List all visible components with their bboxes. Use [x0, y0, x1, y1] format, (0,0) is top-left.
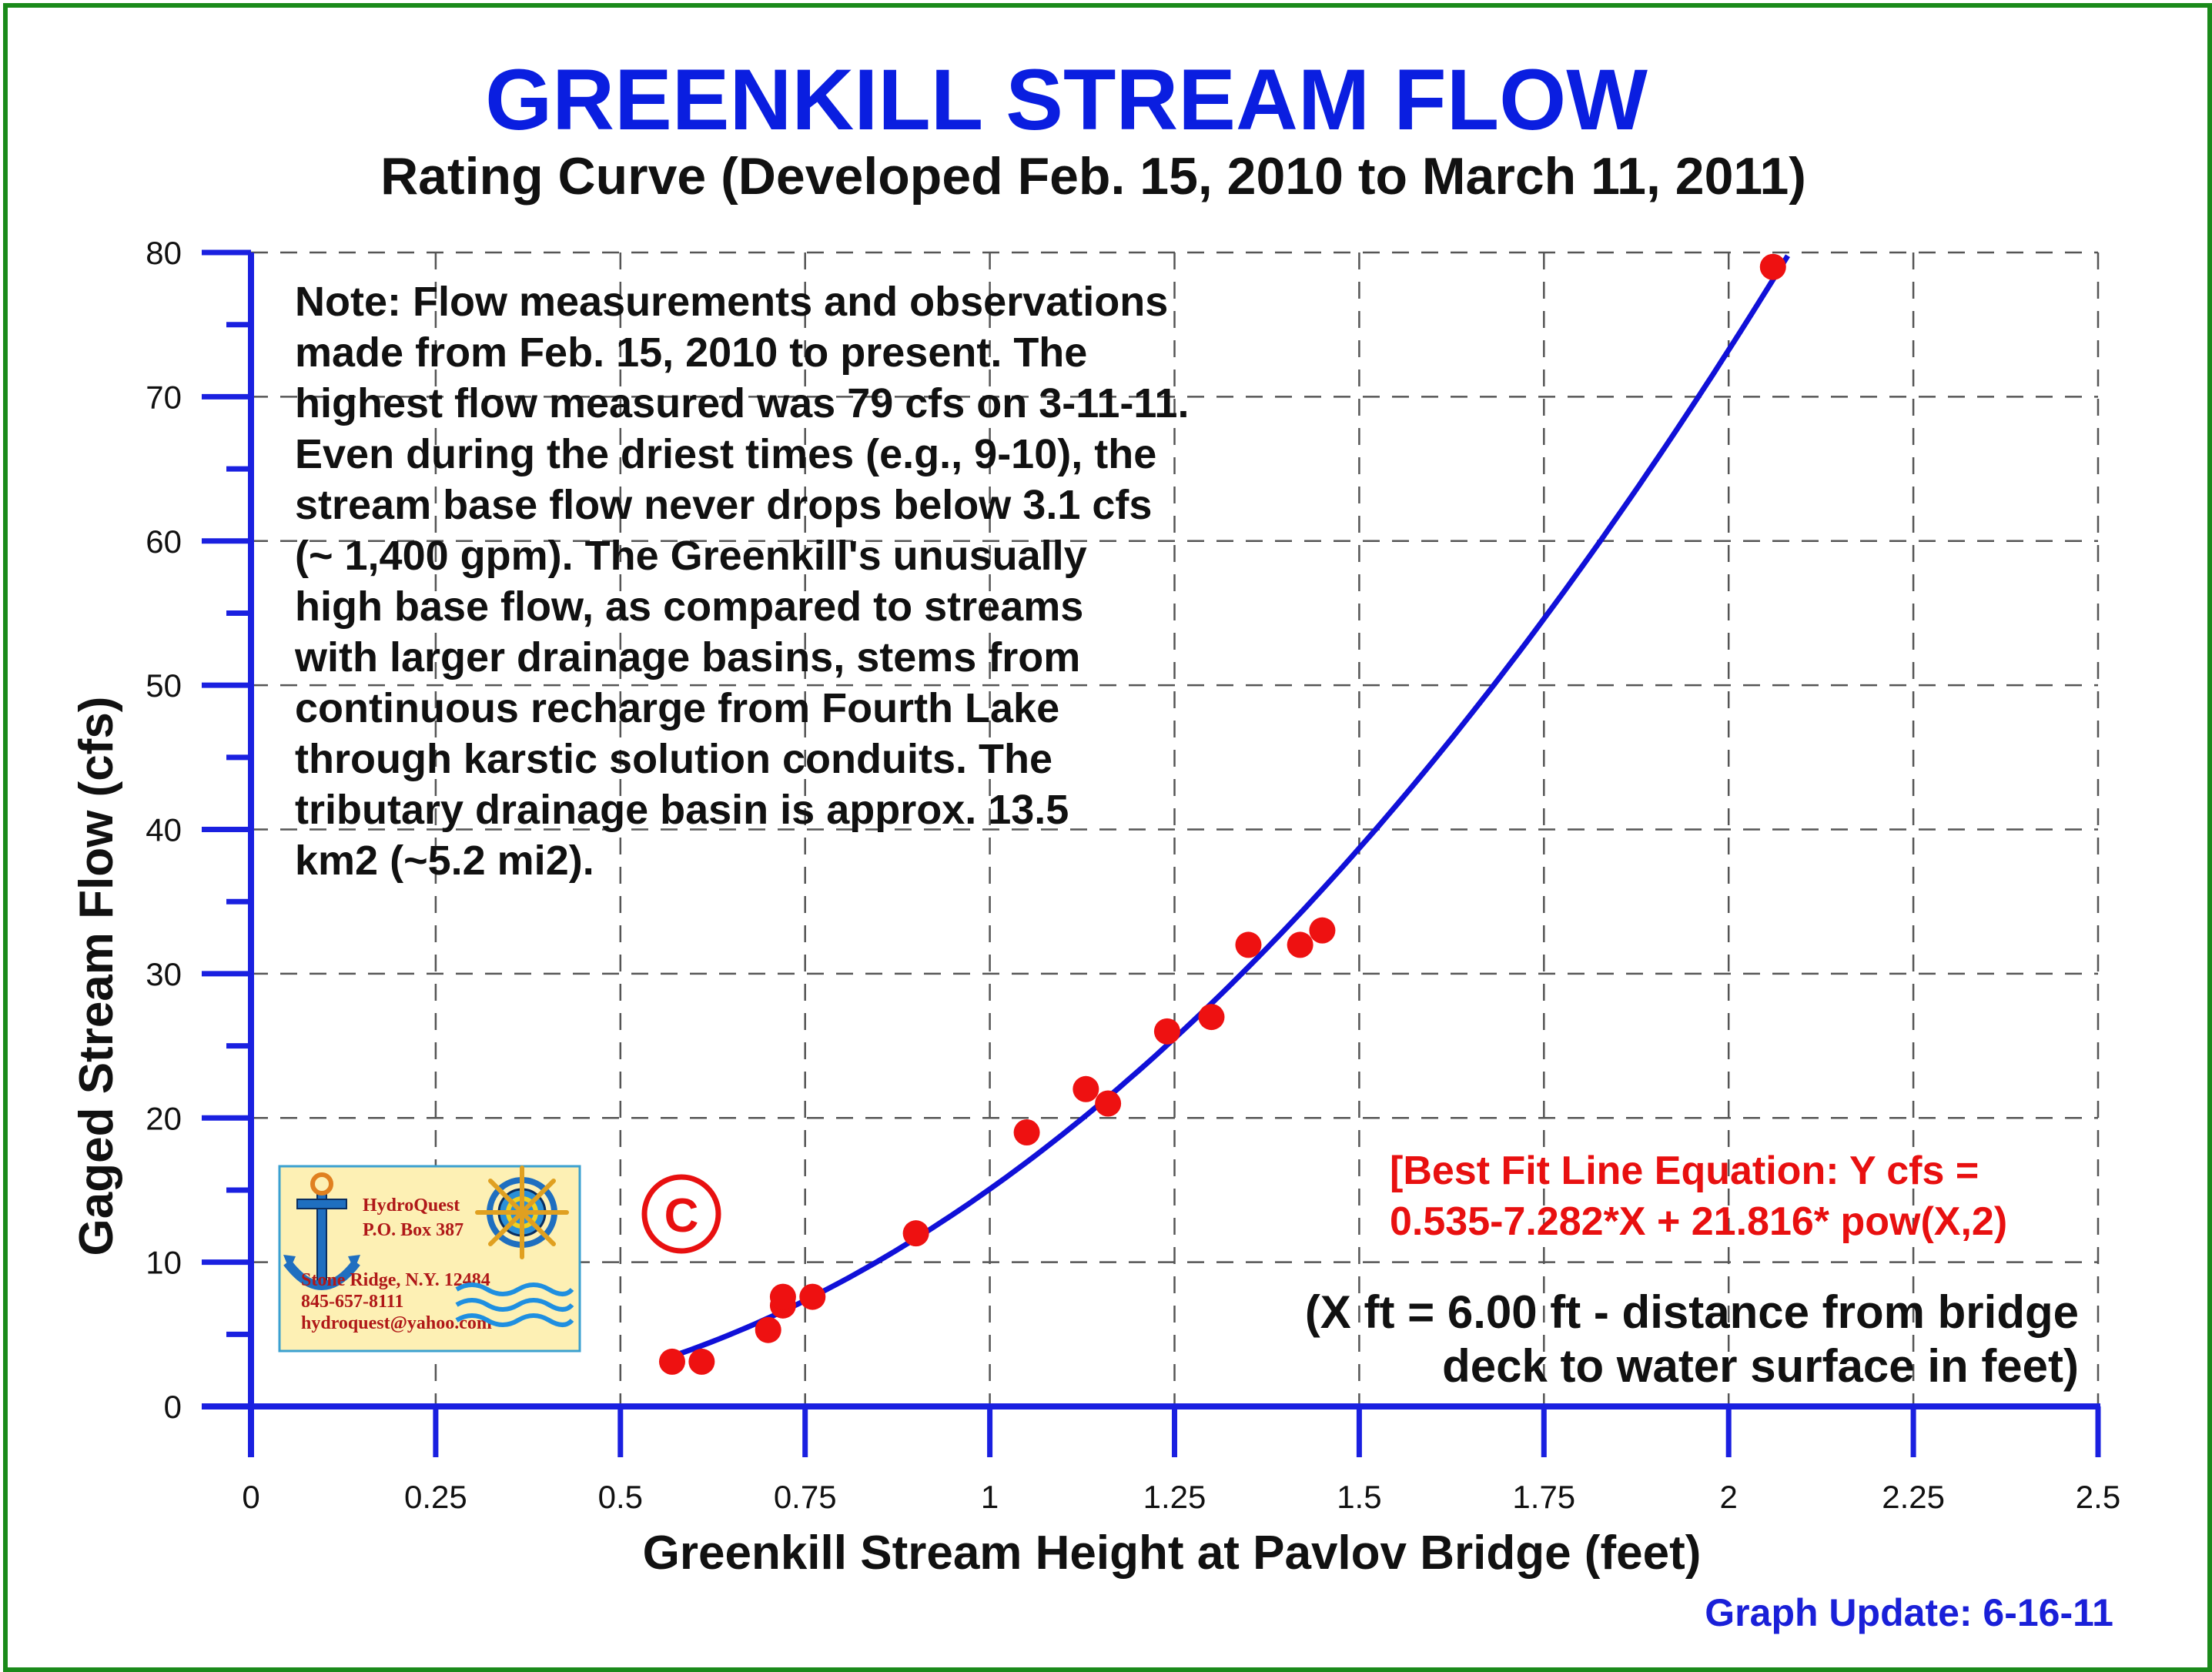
anchor-icon [283, 1172, 360, 1290]
data-point [658, 1348, 685, 1375]
equation-line: 0.535-7.282*X + 21.816* pow(X,2) [1390, 1199, 2007, 1244]
equation-text: [Best Fit Line Equation: Y cfs = 0.535-7.… [1390, 1149, 2007, 1244]
note-line: with larger drainage basins, stems from [294, 634, 1080, 681]
logo-box: P.O. Box 387 [363, 1220, 463, 1240]
x-axis-label: Greenkill Stream Height at Pavlov Bridge… [643, 1527, 1702, 1580]
best-fit-curve [671, 254, 1790, 1359]
x-definition-text: (X ft = 6.00 ft - distance from bridgede… [1305, 1286, 2079, 1392]
data-point [1287, 931, 1313, 958]
note-line: Note: Flow measurements and observations [295, 279, 1168, 325]
note-line: stream base flow never drops below 3.1 c… [295, 482, 1152, 528]
y-tick-labels: 0 10 20 30 40 50 60 70 80 [146, 235, 182, 1425]
ship-wheel-icon [475, 1165, 569, 1259]
x-tick-label: 2.25 [1882, 1479, 1945, 1515]
note-text: Note: Flow measurements and observations… [294, 279, 1189, 884]
x-tick-label: 0 [242, 1479, 259, 1515]
note-line: km2 (~5.2 mi2). [295, 838, 594, 884]
note-line: Even during the driest times (e.g., 9-10… [295, 431, 1156, 477]
wave-icon [455, 1282, 574, 1327]
x-definition-line: deck to water surface in feet) [1442, 1340, 2079, 1392]
y-tick-label: 30 [146, 956, 182, 992]
y-tick-label: 60 [146, 523, 182, 560]
x-tick-label: 0.5 [598, 1479, 643, 1515]
note-line: made from Feb. 15, 2010 to present. The [295, 329, 1087, 376]
data-point [1095, 1090, 1122, 1117]
copyright-letter: C [664, 1189, 699, 1242]
y-axis-label: Gaged Stream Flow (cfs) [70, 697, 123, 1256]
x-tick-label: 0.75 [774, 1479, 837, 1515]
y-tick-label: 70 [146, 379, 182, 415]
x-tick-label: 1.75 [1512, 1479, 1575, 1515]
equation-line: [Best Fit Line Equation: Y cfs = [1390, 1149, 1979, 1193]
x-definition-line: (X ft = 6.00 ft - distance from bridge [1305, 1286, 2079, 1338]
chart-title: GREENKILL STREAM FLOW [485, 52, 1648, 148]
note-line: continuous recharge from Fourth Lake [295, 685, 1059, 731]
logo-name: HydroQuest [363, 1195, 460, 1216]
x-tick-labels: 0 0.25 0.5 0.75 1 1.25 1.5 1.75 2 2.25 2.5 [242, 1479, 2120, 1515]
y-tick-label: 40 [146, 812, 182, 848]
data-point [1198, 1004, 1225, 1031]
chart-frame [3, 3, 2212, 1672]
x-tick-label: 1.5 [1337, 1479, 1381, 1515]
axes [202, 249, 2101, 1457]
x-tick-label: 2 [1720, 1479, 1738, 1515]
data-point [769, 1283, 796, 1310]
copyright-icon: C [641, 1174, 721, 1254]
y-tick-label: 50 [146, 667, 182, 704]
hydroquest-logo: HydroQuest P.O. Box 387 Stone Ridge, N.Y… [278, 1165, 581, 1353]
data-point [1235, 931, 1262, 958]
data-point [1073, 1075, 1099, 1102]
x-tick-label: 1.25 [1143, 1479, 1206, 1515]
grid-lines [251, 251, 2100, 1406]
data-point [755, 1316, 781, 1343]
note-line: highest flow measured was 79 cfs on 3-11… [295, 380, 1189, 426]
logo-phone: 845-657-8111 [301, 1292, 403, 1312]
note-line: high base flow, as compared to streams [295, 584, 1083, 630]
fit-line [671, 254, 1790, 1359]
graph-update: Graph Update: 6-16-11 [1705, 1591, 2113, 1634]
y-tick-label: 20 [146, 1100, 182, 1136]
data-points [658, 253, 1786, 1375]
data-point [1759, 253, 1786, 280]
data-point [799, 1283, 826, 1310]
y-tick-label: 10 [146, 1245, 182, 1281]
note-line: tributary drainage basin is approx. 13.5 [295, 787, 1069, 833]
chart-subtitle: Rating Curve (Developed Feb. 15, 2010 to… [380, 147, 1806, 206]
note-line: (~ 1,400 gpm). The Greenkill's unusually [295, 533, 1087, 579]
y-tick-label: 0 [164, 1389, 182, 1425]
data-point [688, 1348, 715, 1375]
x-tick-label: 2.5 [2076, 1479, 2120, 1515]
x-tick-label: 1 [981, 1479, 999, 1515]
data-point [1309, 917, 1336, 944]
data-point [1013, 1119, 1040, 1145]
y-tick-label: 80 [146, 235, 182, 271]
data-point [1153, 1018, 1180, 1045]
x-tick-label: 0.25 [404, 1479, 467, 1515]
data-point [902, 1220, 929, 1247]
note-line: through karstic solution conduits. The [295, 736, 1052, 782]
